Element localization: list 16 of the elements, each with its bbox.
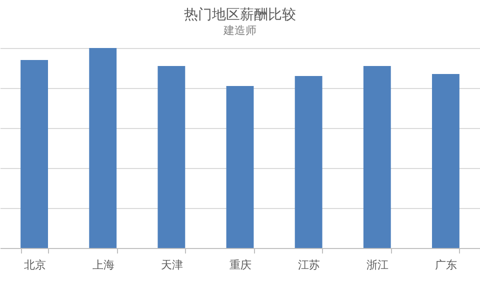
x-tick-label: 天津 [160, 258, 183, 272]
bar [363, 66, 391, 248]
x-tick-label: 浙江 [366, 258, 389, 272]
x-tick-label: 广东 [435, 258, 458, 272]
bar [432, 74, 460, 248]
bar [89, 48, 117, 248]
chart-subtitle: 建造师 [222, 24, 256, 37]
bar [294, 76, 322, 248]
bar [20, 60, 48, 248]
bar [158, 66, 186, 248]
x-tick-label: 江苏 [298, 258, 320, 272]
x-tick-label: 上海 [92, 258, 114, 272]
chart-title: 热门地区薪酬比较 [184, 7, 296, 23]
x-tick-label: 北京 [24, 258, 46, 272]
bar [226, 86, 254, 248]
x-tick-label: 重庆 [230, 258, 252, 272]
